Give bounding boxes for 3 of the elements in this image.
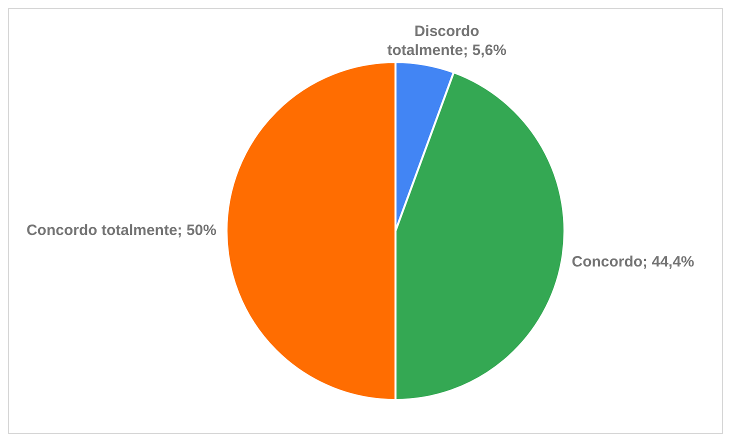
slice-label: Concordo; 44,4% [572,253,694,270]
slice-label: Concordo totalmente; 50% [26,222,216,240]
slice-label: Discordo totalmente; 5,6% [387,22,506,59]
